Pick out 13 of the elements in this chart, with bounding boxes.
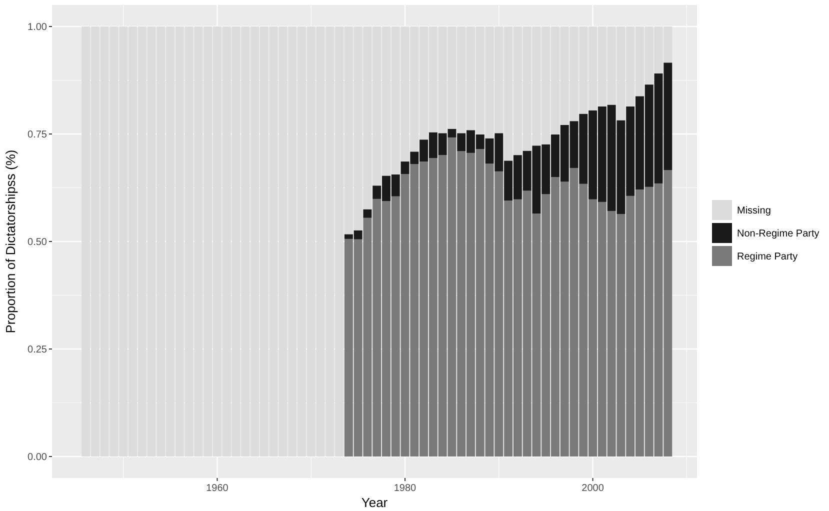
legend-label: Missing — [737, 206, 771, 216]
y-tick-label: 1.00 — [28, 22, 48, 33]
legend-label: Non-Regime Party — [737, 228, 820, 240]
y-tick-label: 0.50 — [28, 237, 48, 248]
y-tick-label: 0.75 — [28, 130, 48, 140]
y-axis-title: Proportion of Dictatorshipss (%) — [3, 150, 18, 334]
legend-label: Regime Party — [737, 252, 798, 262]
x-tick-label: 2000 — [582, 483, 604, 494]
y-tick-label: 0.25 — [28, 344, 48, 356]
x-axis-title: Year — [361, 495, 388, 510]
y-tick-label: 0.00 — [28, 452, 48, 463]
x-tick-label: 1960 — [206, 483, 229, 494]
x-tick-label: 1980 — [394, 483, 417, 494]
